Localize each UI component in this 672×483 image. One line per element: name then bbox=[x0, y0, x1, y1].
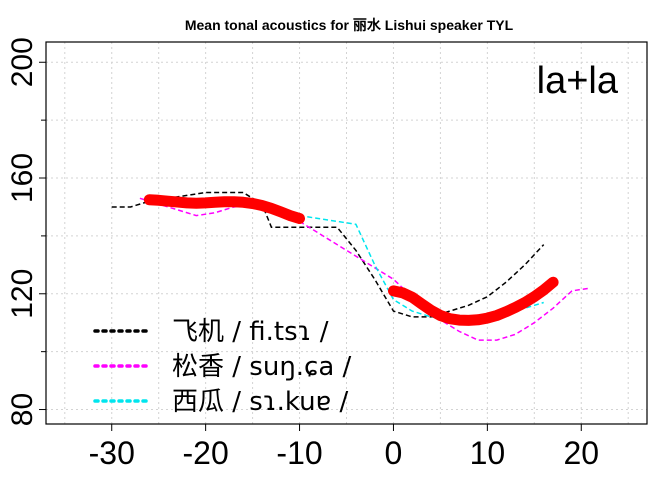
mean-contour-segment bbox=[388, 276, 559, 326]
grid bbox=[46, 42, 647, 424]
x-tick-label: -10 bbox=[276, 435, 322, 471]
y-tick-label: 160 bbox=[6, 153, 39, 203]
axes: -30 -20 -10 0 10 20 80 120 160 200 bbox=[6, 37, 599, 471]
mean-contour-segment bbox=[143, 194, 305, 224]
series-line-0 bbox=[111, 191, 545, 318]
series-layer bbox=[111, 191, 591, 341]
chart-title: Mean tonal acoustics for 丽水 Lishui speak… bbox=[185, 17, 514, 33]
series-line-1 bbox=[139, 197, 591, 341]
legend-label: 西瓜 / sɿ.kuɐ / bbox=[172, 387, 348, 417]
legend-label: 飞机 / fi.tsɿ / bbox=[172, 317, 329, 347]
legend-label: 松香 / suŋ.ɕa / bbox=[172, 352, 352, 382]
x-tick-label: -20 bbox=[183, 435, 229, 471]
condition-label: la+la bbox=[537, 60, 619, 102]
y-tick-label: 200 bbox=[6, 37, 39, 87]
x-tick-label: 0 bbox=[385, 435, 403, 471]
legend: 飞机 / fi.tsɿ / 松香 / suŋ.ɕa / 西瓜 / sɿ.kuɐ / bbox=[93, 317, 352, 417]
y-tick-label: 120 bbox=[6, 269, 39, 319]
x-tick-label: 10 bbox=[470, 435, 506, 471]
plot-frame bbox=[45, 41, 648, 425]
y-tick-label: 80 bbox=[6, 393, 39, 426]
x-tick-label: -30 bbox=[89, 435, 135, 471]
x-tick-label: 20 bbox=[563, 435, 599, 471]
